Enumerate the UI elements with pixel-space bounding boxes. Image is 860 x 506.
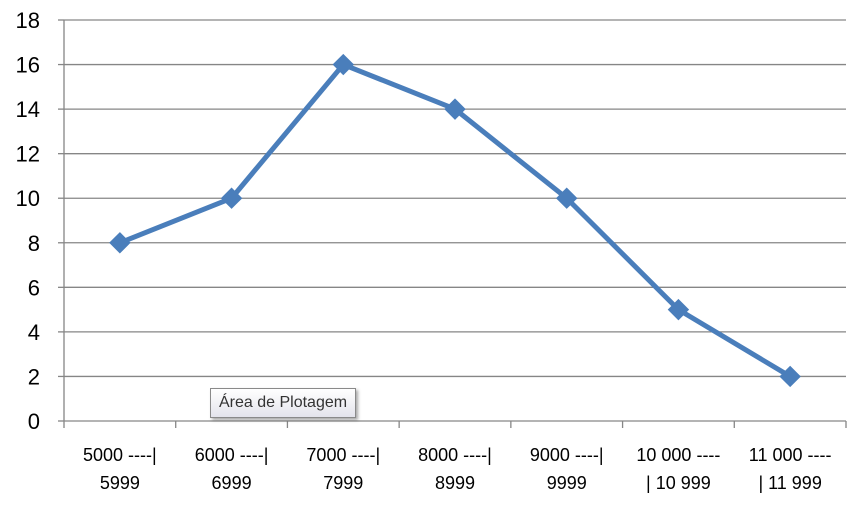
x-tick-label: 7000 ----| 7999 <box>306 445 380 493</box>
gridlines <box>64 19 846 378</box>
y-tick-labels: 0 2 4 6 8 10 12 14 16 18 <box>16 8 40 434</box>
data-point-marker <box>220 187 243 209</box>
y-tick-label: 10 <box>16 186 40 211</box>
plot-area-tooltip: Área de Plotagem <box>210 388 357 418</box>
x-tick-label-line: 8999 <box>435 473 475 493</box>
x-tick-label: 9000 ----| 9999 <box>530 445 604 493</box>
x-tick-label-line: 6000 ----| <box>195 445 269 465</box>
x-tick-label-line: 10 000 ---- <box>636 445 720 465</box>
y-tick-label: 8 <box>28 231 40 256</box>
axes <box>58 19 847 428</box>
y-tick-label: 18 <box>16 8 40 33</box>
x-tick-label: 6000 ----| 6999 <box>195 445 269 493</box>
x-tick-label-line: 7999 <box>323 473 363 493</box>
series-group <box>109 53 801 388</box>
data-point-marker <box>779 365 801 388</box>
y-tick-label: 2 <box>28 364 40 389</box>
x-tick-label-line: | 10 999 <box>646 473 711 493</box>
x-tick-label: 10 000 ---- | 10 999 <box>636 445 720 493</box>
x-tick-label-line: 9000 ----| <box>530 445 604 465</box>
x-tick-label-line: | 11 999 <box>758 473 821 493</box>
y-tick-label: 16 <box>16 53 40 78</box>
x-tick-label-line: 11 000 ---- <box>749 445 832 465</box>
x-tick-label-line: 7000 ----| <box>306 445 380 465</box>
x-tick-labels: 5000 ----| 5999 6000 ----| 6999 7000 ----| 79… <box>83 445 831 493</box>
y-tick-label: 4 <box>28 320 40 345</box>
data-point-marker <box>332 53 354 76</box>
data-point-marker <box>444 98 466 120</box>
data-point-marker <box>109 232 131 254</box>
y-tick-label: 14 <box>16 97 40 122</box>
y-tick-label: 6 <box>28 275 40 300</box>
x-tick-label: 5000 ----| 5999 <box>83 445 157 493</box>
x-tick-label-line: 5999 <box>100 473 140 493</box>
y-tick-label: 12 <box>16 142 40 167</box>
data-point-marker <box>667 298 690 321</box>
data-point-marker <box>556 187 578 209</box>
x-tick-label: 8000 ----| 8999 <box>418 445 492 493</box>
x-tick-label-line: 8000 ----| <box>418 445 492 465</box>
x-tick-label-line: 5000 ----| <box>83 445 157 465</box>
x-tick-label: 11 000 ---- | 11 999 <box>749 445 832 493</box>
x-tick-label-line: 9999 <box>547 473 587 493</box>
y-tick-label: 0 <box>28 409 40 434</box>
x-tick-label-line: 6999 <box>212 473 252 493</box>
